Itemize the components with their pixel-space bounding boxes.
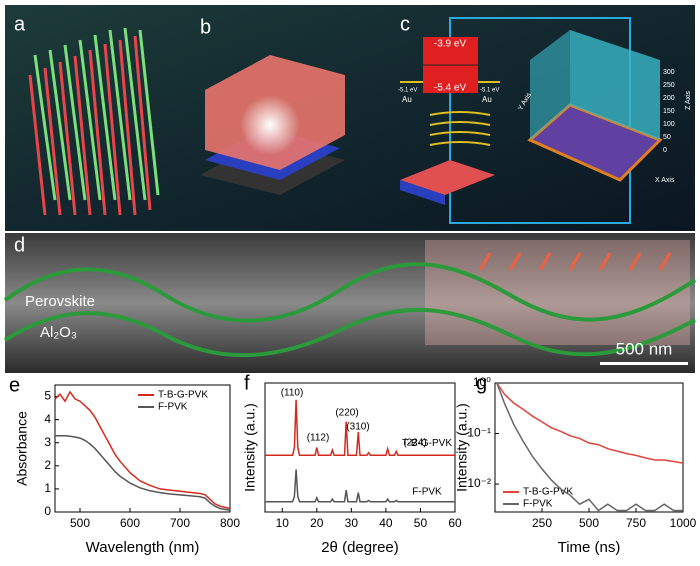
peak-label: (224) — [403, 438, 426, 449]
y-tick-label: 4 — [44, 412, 51, 426]
y-axis-label: Intensity (a.u.) — [454, 403, 470, 492]
y-axis-label: Intensity (a.u.) — [242, 403, 258, 492]
legend-label: F-PVK — [158, 402, 188, 413]
y-tick-label: 10⁰ — [473, 375, 491, 389]
light-arrows — [478, 252, 672, 271]
panel-label: g — [476, 372, 487, 394]
layer-label: Perovskite — [25, 293, 95, 310]
sem-image — [5, 233, 695, 373]
charts: e 500 600 700 800 0 1 2 3 4 5 Wavelength (nm) Absorb… — [9, 372, 697, 556]
y-tick-label: 1 — [44, 481, 51, 495]
panel-label: e — [9, 374, 20, 396]
y-tick-label: 3 — [44, 435, 51, 449]
x-tick-label: 500 — [579, 516, 599, 530]
scale-label: 500 nm — [616, 339, 673, 358]
peak-label: (310) — [346, 422, 369, 433]
energy-label: -5.1 eV — [398, 88, 417, 94]
z-tick-label: 0 — [663, 147, 667, 154]
x-tick-label: 20 — [310, 516, 324, 530]
y-axis-label: Absorbance — [14, 411, 30, 486]
x-tick-label: 600 — [120, 516, 140, 530]
series-line — [496, 382, 683, 512]
plot-frame — [264, 382, 456, 513]
energy-label: -5.4 eV — [434, 83, 467, 94]
x-tick-label: 800 — [220, 516, 240, 530]
y-tick-label: 10⁻² — [467, 476, 491, 490]
highlight — [425, 240, 690, 345]
peak-label: (220) — [335, 408, 358, 419]
x-tick-label: 500 — [70, 516, 90, 530]
z-tick-label: 100 — [663, 121, 675, 128]
x-tick-label: 700 — [170, 516, 190, 530]
plot-frame — [54, 384, 231, 513]
z-tick-label: 50 — [663, 134, 671, 141]
series-line — [265, 469, 455, 503]
axis-label: Z Axis — [685, 90, 692, 110]
series-line — [54, 390, 231, 510]
y-tick-label: 2 — [44, 458, 51, 472]
panel-label: c — [400, 13, 410, 35]
layer-label: Al₂O₃ — [40, 324, 77, 341]
x-axis-label: Time (ns) — [558, 539, 621, 556]
x-tick-label: 1000 — [670, 516, 697, 530]
legend-label: F-PVK — [412, 486, 442, 497]
panel-label: b — [200, 16, 211, 38]
panel-b-art — [200, 55, 345, 195]
panel-c-art — [400, 17, 663, 224]
x-axis-label: 2θ (degree) — [321, 539, 399, 556]
x-tick-label: 50 — [414, 516, 428, 530]
x-tick-label: 250 — [532, 516, 552, 530]
energy-label: -5.1 eV — [480, 88, 499, 94]
peak-label: (110) — [281, 388, 304, 399]
legend-label: T-B-G-PVK — [523, 487, 573, 498]
z-ticks: 0 50 100 150 200 250 300 — [663, 69, 675, 154]
panel-label: a — [14, 13, 26, 35]
x-tick-label: 30 — [345, 516, 359, 530]
y-tick-label: 5 — [44, 389, 51, 403]
energy-label: -3.9 eV — [434, 39, 467, 50]
y-tick-label: 0 — [44, 504, 51, 518]
series-line — [265, 399, 455, 456]
panel-label: f — [244, 372, 250, 394]
legend-label: T-B-G-PVK — [158, 390, 208, 401]
panel-a-art — [28, 27, 160, 216]
z-tick-label: 300 — [663, 69, 675, 76]
z-tick-label: 250 — [663, 82, 675, 89]
interface-line — [3, 262, 697, 323]
peak-label: (112) — [307, 433, 330, 444]
axis-label: X Axis — [655, 177, 675, 184]
x-axis-label: Wavelength (nm) — [86, 539, 200, 556]
x-tick-label: 750 — [626, 516, 646, 530]
z-tick-label: 150 — [663, 108, 675, 115]
panel-label: d — [14, 234, 25, 256]
x-tick-label: 10 — [276, 516, 290, 530]
scale-bar — [600, 362, 688, 365]
x-tick-label: 40 — [379, 516, 393, 530]
x-tick-label: 60 — [448, 516, 462, 530]
series-line — [496, 382, 684, 464]
metal-label: Au — [402, 95, 412, 104]
z-tick-label: 200 — [663, 95, 675, 102]
legend-label: F-PVK — [523, 499, 553, 510]
legend-label: T-B-G-PVK — [402, 438, 452, 449]
y-tick-label: 10⁻¹ — [467, 426, 491, 440]
metal-label: Au — [482, 95, 492, 104]
interface-line — [3, 307, 696, 358]
series-line — [55, 435, 231, 511]
